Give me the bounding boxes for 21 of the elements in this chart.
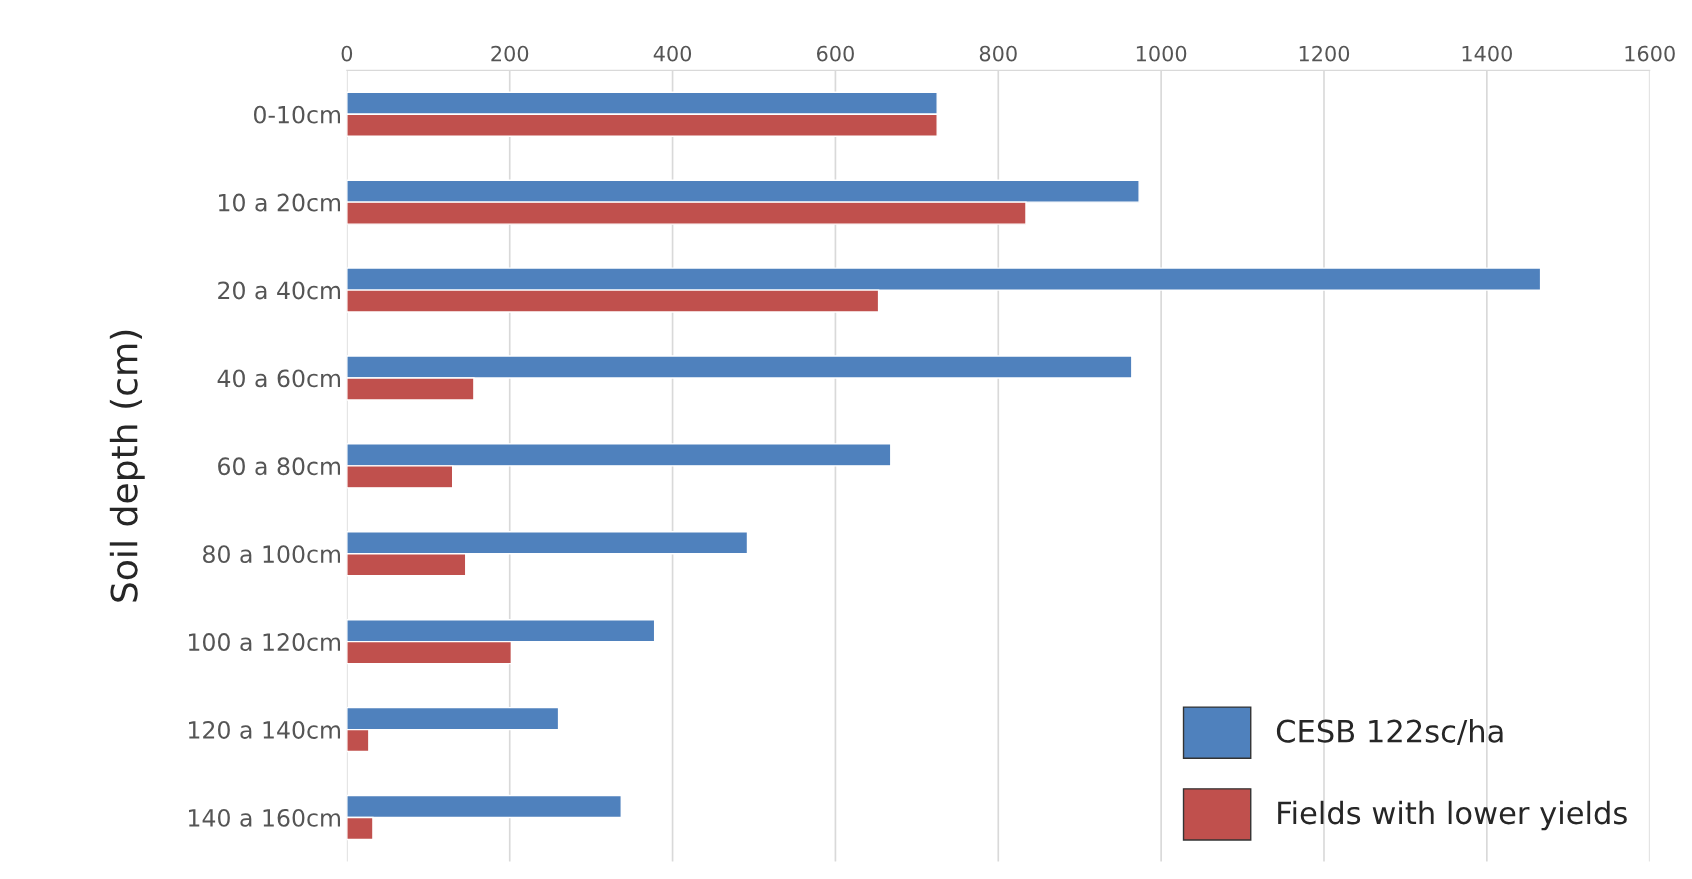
x-tick-label: 800 (979, 45, 1017, 62)
x-tick-label: 1600 (1625, 45, 1675, 62)
x-tick-label: 200 (491, 45, 529, 62)
y-tick-label: 10 a 20cm (219, 193, 340, 212)
y-tick-label: 80 a 100cm (203, 545, 340, 564)
x-tick-label: 1000 (1136, 45, 1187, 62)
y-tick-label: 20 a 40cm (218, 281, 340, 300)
y-tick-label: 40 a 60cm (217, 369, 340, 388)
x-tick-label: 400 (653, 45, 692, 62)
y-tick-label: 0-10cm (253, 105, 340, 124)
y-tick-label: 60 a 80cm (218, 457, 340, 476)
y-axis-title: Soil depth (cm) (109, 330, 145, 602)
legend-label: CESB 122sc/ha (1276, 719, 1503, 746)
x-tick-label: 1200 (1299, 45, 1350, 62)
x-tick-label: 0 (341, 45, 353, 62)
x-tick-label: 600 (817, 45, 854, 62)
x-tick-label: 1400 (1462, 45, 1512, 62)
legend-label: Fields with lower yields (1278, 800, 1627, 831)
y-tick-label: 120 a 140cm (189, 721, 340, 739)
y-tick-label: 140 a 160cm (189, 808, 340, 827)
y-tick-label: 100 a 120cm (189, 633, 340, 651)
